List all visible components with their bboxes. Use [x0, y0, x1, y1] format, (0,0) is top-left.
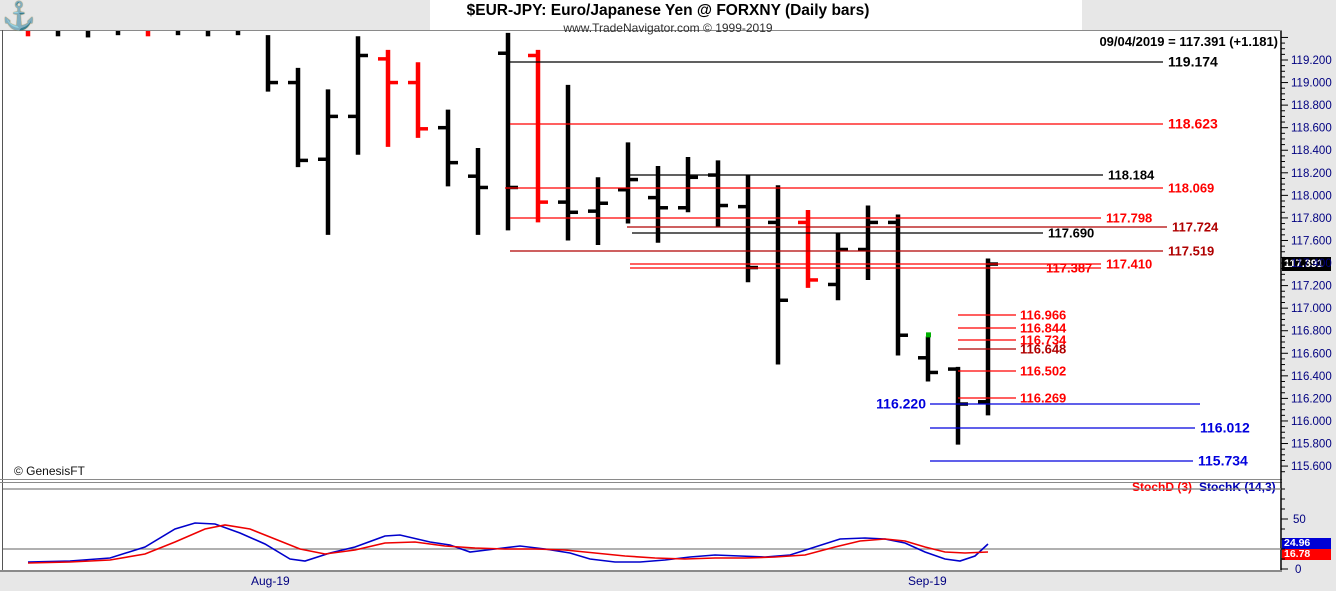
price-level-label: 116.269 — [1020, 391, 1066, 406]
price-axis-label: 115.800 — [1291, 439, 1332, 451]
price-level-label: 116.648 — [1020, 342, 1066, 357]
price-axis-label: 118.000 — [1291, 190, 1332, 202]
price-axis-label: 116.800 — [1291, 326, 1332, 338]
price-axis-label: 117.000 — [1291, 303, 1332, 315]
stoch-axis-label-50: 50 — [1293, 514, 1306, 526]
price-axis-label: 117.200 — [1291, 281, 1332, 293]
price-axis-label: 115.600 — [1291, 461, 1332, 473]
chart-title: $EUR-JPY: Euro/Japanese Yen @ FORXNY (Da… — [466, 2, 870, 19]
price-level-label: 118.184 — [1108, 168, 1155, 183]
current-price-box: 117.391 — [1282, 257, 1331, 271]
price-bars-layer — [25, 31, 998, 445]
legend-stochk[interactable]: StochK (14,3) — [1199, 480, 1276, 494]
price-level-label: 116.220 — [876, 396, 926, 412]
price-level-label: 118.069 — [1168, 181, 1214, 196]
price-level-label: 116.844 — [1020, 321, 1067, 336]
price-level-label: 116.966 — [1020, 308, 1066, 323]
price-axis-strip — [1282, 31, 1336, 591]
price-level-label: 116.502 — [1020, 364, 1066, 379]
price-axis-label: 118.200 — [1291, 168, 1332, 180]
stoch-axis-label-0: 0 — [1295, 564, 1301, 576]
price-axis-label: 117.600 — [1291, 235, 1332, 247]
price-level-label: 119.174 — [1168, 54, 1218, 70]
price-axis-label: 118.400 — [1291, 145, 1332, 157]
price-level-label: 117.690 — [1048, 226, 1094, 241]
price-axis-label: 119.200 — [1291, 55, 1332, 67]
price-axis-label: 116.400 — [1291, 371, 1332, 383]
price-level-label: 118.623 — [1168, 116, 1218, 132]
stochk-value-box: 24.96 — [1282, 538, 1331, 549]
price-axis-label: 118.600 — [1291, 123, 1332, 135]
price-level-label: 117.387 — [1046, 261, 1092, 276]
genesisft-logo-icon[interactable]: ⚓ — [2, 1, 36, 31]
price-level-label: 117.798 — [1106, 211, 1152, 226]
plot-left-border — [2, 30, 3, 572]
date-axis-strip — [0, 572, 1336, 591]
plot-top-border — [0, 30, 1282, 31]
price-level-label: 117.519 — [1168, 244, 1214, 259]
stoch-panel-border — [0, 570, 1282, 572]
header-title-area — [430, 0, 1082, 31]
price-axis-label: 116.600 — [1291, 348, 1332, 360]
panel-divider — [0, 482, 1282, 483]
price-level-label: 116.012 — [1200, 420, 1250, 436]
stochd-value-box: 16.78 — [1282, 549, 1331, 560]
price-level-label: 117.410 — [1106, 257, 1152, 272]
panel-divider — [0, 479, 1282, 480]
price-level-label: 117.724 — [1172, 220, 1219, 235]
price-axis-label: 118.800 — [1291, 100, 1332, 112]
price-axis-label: 116.000 — [1291, 416, 1332, 428]
price-axis-label: 117.400 — [1291, 258, 1332, 270]
date-axis-label: Sep-19 — [908, 574, 947, 588]
price-axis-label: 117.800 — [1291, 213, 1332, 225]
price-axis-label: 116.200 — [1291, 393, 1332, 405]
last-quote-readout: 09/04/2019 = 117.391 (+1.181) — [1099, 34, 1278, 49]
price-level-label: 116.734 — [1020, 333, 1067, 348]
date-axis-label: Aug-19 — [251, 574, 290, 588]
chart-subtitle: www.TradeNavigator.com © 1999-2019 — [563, 21, 773, 35]
price-axis-label: 119.000 — [1291, 78, 1332, 90]
stoch-series-d[interactable] — [27, 524, 989, 564]
signal-dot — [926, 332, 931, 338]
price-level-label: 115.734 — [1198, 453, 1248, 469]
genesisft-credit: © GenesisFT — [14, 464, 85, 478]
legend-stochd[interactable]: StochD (3) — [1132, 480, 1192, 494]
